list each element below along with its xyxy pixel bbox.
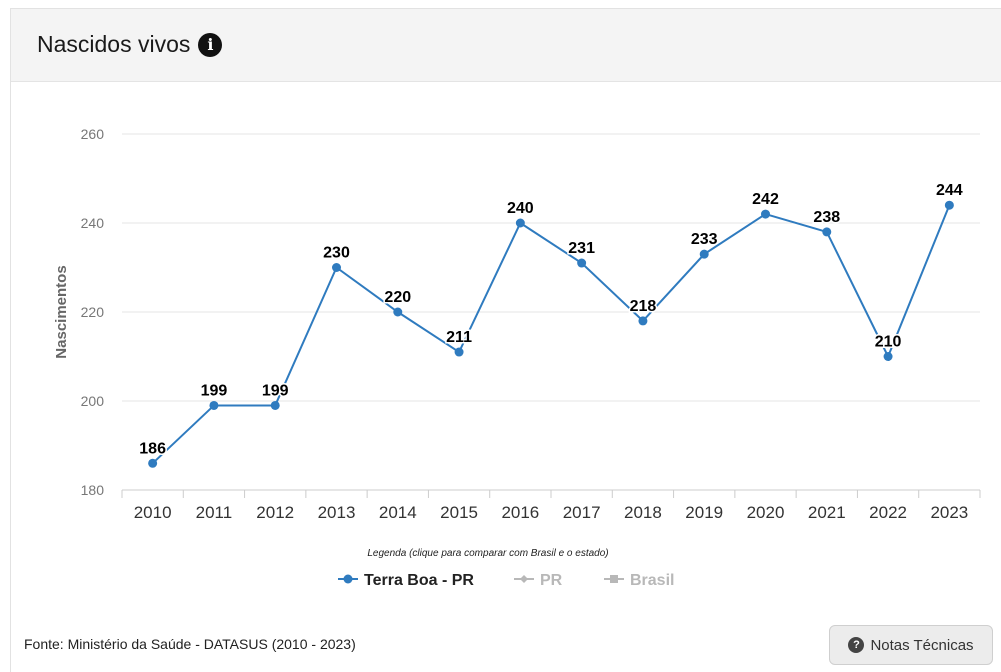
data-point [209, 400, 219, 410]
data-label: 242 [752, 191, 779, 208]
data-label: 231 [568, 240, 595, 257]
data-label: 211 [446, 329, 472, 346]
legend-marker [610, 575, 618, 583]
page-title: Nascidos vivos i [37, 31, 223, 58]
x-tick-label: 2019 [685, 503, 723, 522]
data-label: 199 [201, 382, 228, 399]
x-tick-label: 2013 [318, 503, 356, 522]
series-line [151, 204, 951, 465]
data-point [270, 400, 280, 410]
data-label: 230 [323, 245, 350, 262]
x-tick-label: 2014 [379, 503, 417, 522]
title-text: Nascidos vivos [37, 31, 191, 57]
source-text: Fonte: Ministério da Saúde - DATASUS (20… [24, 636, 356, 652]
y-tick-label: 240 [81, 215, 105, 231]
legend-marker [520, 575, 528, 583]
legend-item-label[interactable]: PR [540, 572, 563, 589]
data-point [883, 352, 893, 361]
question-circle-icon: ? [848, 637, 865, 653]
x-tick-label: 2012 [256, 503, 294, 522]
data-point [393, 307, 403, 317]
data-label: 244 [936, 182, 963, 199]
y-tick-label: 220 [81, 304, 105, 320]
data-point [638, 316, 648, 326]
data-label: 186 [139, 440, 166, 457]
notes-button-label: Notas Técnicas [870, 636, 974, 654]
data-label: 238 [813, 209, 840, 226]
y-tick-label: 180 [81, 482, 105, 498]
data-point [332, 263, 341, 272]
x-tick-label: 2020 [747, 503, 785, 522]
x-tick-label: 2015 [440, 503, 478, 522]
x-tick-label: 2023 [930, 503, 968, 522]
data-point [944, 200, 954, 210]
data-label: 240 [507, 200, 534, 217]
y-axis-title: Nascimentos [53, 265, 70, 358]
data-point [515, 218, 525, 228]
data-label: 233 [691, 231, 718, 248]
y-tick-label: 200 [81, 393, 105, 409]
x-tick-label: 2016 [501, 503, 539, 522]
data-label: 218 [630, 298, 657, 315]
data-point [577, 258, 587, 268]
data-point [454, 347, 464, 357]
data-point [761, 209, 770, 219]
notes-tecnicas-button[interactable]: ? Notas Técnicas [829, 625, 993, 665]
x-tick-label: 2017 [563, 503, 601, 522]
legend-caption: Legenda (clique para comparar com Brasil… [367, 548, 608, 559]
x-tick-label: 2010 [134, 503, 172, 522]
legend-item-label[interactable]: Brasil [630, 572, 674, 589]
info-circle-icon[interactable]: i [198, 32, 223, 57]
data-label: 220 [384, 289, 411, 306]
chart-card: Nascidos vivos i [10, 8, 1001, 672]
data-label: 199 [262, 382, 289, 399]
data-point [148, 458, 158, 468]
x-tick-label: 2018 [624, 503, 662, 522]
legend-item-label[interactable]: Terra Boa - PR [364, 572, 474, 589]
y-tick-label: 260 [81, 126, 105, 142]
x-tick-label: 2011 [196, 503, 233, 522]
x-tick-label: 2021 [808, 503, 846, 522]
data-label: 210 [875, 334, 902, 351]
data-point [822, 227, 832, 237]
x-tick-label: 2022 [869, 503, 907, 522]
legend-marker [343, 574, 353, 584]
card-header: Nascidos vivos i [11, 9, 1001, 82]
data-point [699, 249, 709, 259]
